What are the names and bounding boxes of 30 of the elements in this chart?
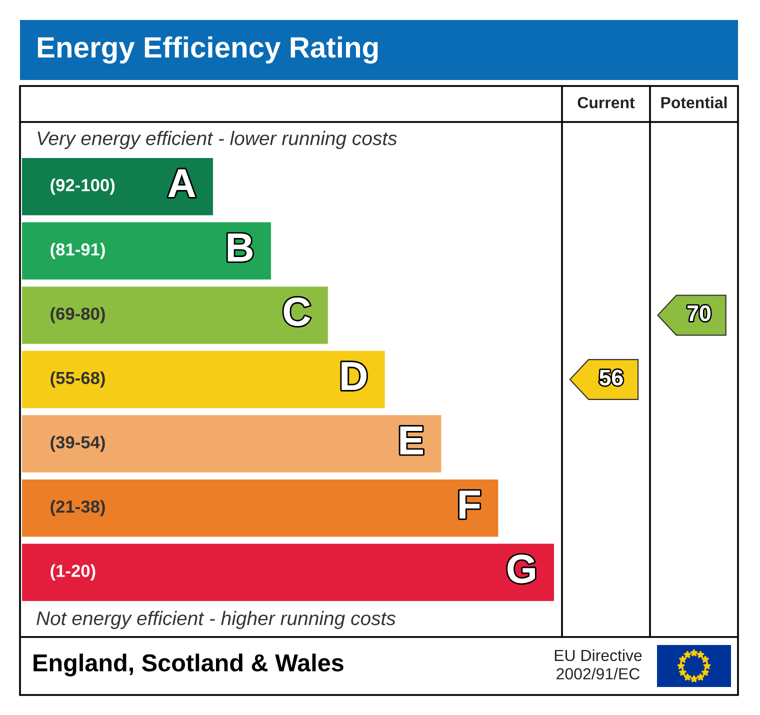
text: Current <box>578 96 635 108</box>
text: EU Directive 2002/91/EC <box>554 649 642 680</box>
text: Not energy efficient - higher running costs <box>36 610 396 630</box>
bar <box>22 286 328 344</box>
bar <box>22 222 271 280</box>
annotation: (39-54) <box>50 436 105 452</box>
y-tick-label: D <box>342 362 366 390</box>
y-tick-label: A <box>168 169 196 198</box>
bar <box>22 479 498 537</box>
bar <box>22 544 554 601</box>
text: 56 <box>600 370 623 386</box>
chart-title: Energy Efficiency Rating <box>38 36 378 64</box>
annotation: (55-68) <box>50 371 105 388</box>
text: Potential <box>661 96 727 108</box>
bar <box>22 350 385 408</box>
annotation: (1-20) <box>50 564 96 580</box>
annotation: (92-100) <box>50 178 115 195</box>
annotation: (69-80) <box>50 307 105 324</box>
y-tick-label: F <box>460 490 480 519</box>
y-tick-label: B <box>228 234 252 262</box>
annotation: (81-91) <box>50 242 105 259</box>
text: 70 <box>688 305 710 322</box>
bar <box>22 158 213 216</box>
bar <box>22 415 442 472</box>
y-tick-label: C <box>284 297 310 326</box>
y-tick-label: E <box>400 426 423 454</box>
text: Very energy efficient - lower running costs <box>38 130 397 150</box>
y-tick-label: G <box>508 554 535 584</box>
text: England, Scotland & Wales <box>34 654 344 676</box>
annotation: (21-38) <box>50 500 105 516</box>
